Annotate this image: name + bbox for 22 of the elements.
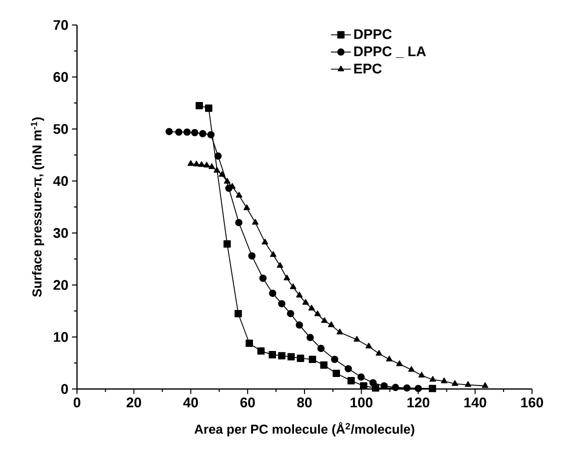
x-tick-label: 160 — [521, 398, 544, 408]
x-tick-label: 100 — [350, 398, 372, 408]
x-tick-label: 120 — [407, 398, 430, 408]
y-tick-label: 30 — [53, 228, 68, 238]
y-axis-title: Surface pressure-π, (mN m$^{-1}$) — [30, 117, 44, 297]
legend-label: DPPC — [354, 29, 392, 40]
y-tick-label: 70 — [54, 20, 68, 30]
y-tick-label: 50 — [53, 124, 68, 134]
x-tick-label: 60 — [240, 398, 255, 408]
y-tick-label: 10 — [54, 332, 68, 342]
y-tick-label: 0 — [61, 384, 68, 394]
legend-label: EPC — [354, 64, 382, 74]
x-tick-label: 140 — [464, 398, 486, 408]
y-tick-label: 20 — [53, 280, 68, 290]
x-tick-label: 40 — [183, 398, 198, 408]
x-tick-label: 80 — [297, 398, 312, 408]
y-tick-label: 40 — [53, 176, 68, 186]
legend-label: DPPC _ LA — [354, 46, 426, 58]
x-tick-label: 0 — [74, 398, 80, 408]
x-tick-label: 20 — [126, 398, 142, 408]
x-axis-title: Area per PC molecule (Å$^{2}$/molecule) — [194, 422, 414, 436]
y-tick-label: 60 — [53, 72, 68, 82]
